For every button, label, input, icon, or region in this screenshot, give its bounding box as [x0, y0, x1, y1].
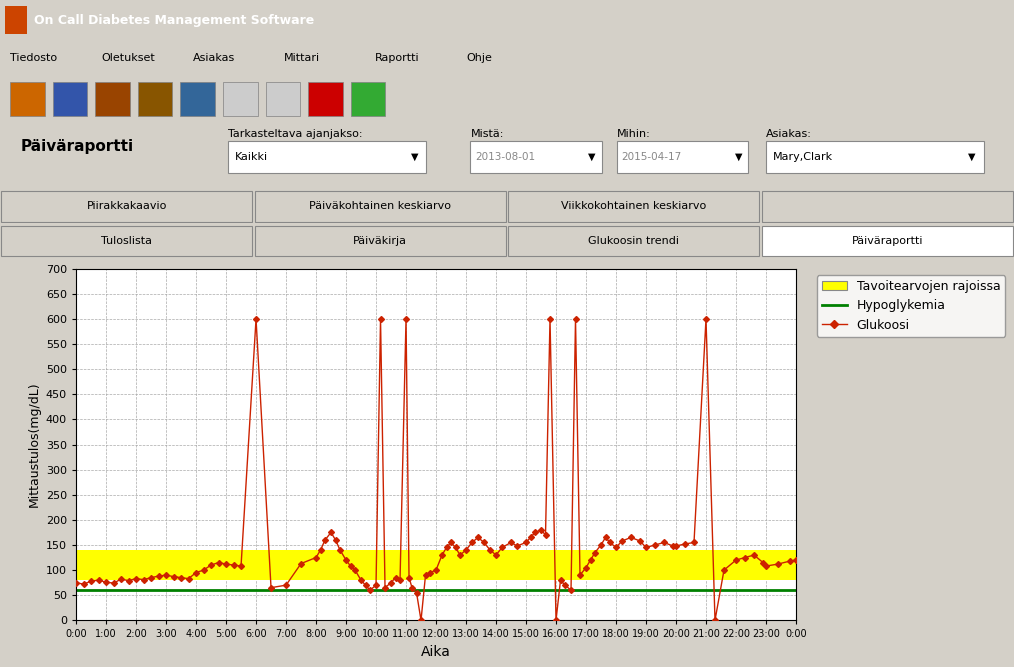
- Text: On Call Diabetes Management Software: On Call Diabetes Management Software: [34, 13, 314, 27]
- FancyBboxPatch shape: [53, 82, 87, 116]
- Text: Ohje: Ohje: [466, 53, 493, 63]
- FancyBboxPatch shape: [255, 226, 506, 256]
- Text: ▼: ▼: [735, 152, 742, 161]
- FancyBboxPatch shape: [470, 141, 602, 173]
- FancyBboxPatch shape: [5, 6, 27, 34]
- FancyBboxPatch shape: [617, 141, 748, 173]
- Text: Piirakkakaavio: Piirakkakaavio: [86, 201, 167, 211]
- Text: Oletukset: Oletukset: [101, 53, 155, 63]
- Text: ▼: ▼: [588, 152, 595, 161]
- FancyBboxPatch shape: [138, 82, 172, 116]
- Text: Raportti: Raportti: [375, 53, 420, 63]
- Text: Tuloslista: Tuloslista: [101, 236, 152, 245]
- X-axis label: Aika: Aika: [421, 645, 451, 659]
- Text: Tiedosto: Tiedosto: [10, 53, 57, 63]
- Text: Päiväkirja: Päiväkirja: [353, 236, 408, 245]
- Text: 2013-08-01: 2013-08-01: [476, 152, 535, 161]
- Text: ▼: ▼: [968, 152, 975, 161]
- FancyBboxPatch shape: [1, 226, 252, 256]
- Text: ▼: ▼: [411, 152, 418, 161]
- Legend: Tavoitearvojen rajoissa, Hypoglykemia, Glukoosi: Tavoitearvojen rajoissa, Hypoglykemia, G…: [816, 275, 1006, 337]
- FancyBboxPatch shape: [762, 226, 1013, 256]
- FancyBboxPatch shape: [351, 82, 385, 116]
- Text: Kaikki: Kaikki: [235, 152, 269, 161]
- Text: Viikkokohtainen keskiarvo: Viikkokohtainen keskiarvo: [561, 201, 707, 211]
- FancyBboxPatch shape: [1, 191, 252, 221]
- FancyBboxPatch shape: [508, 191, 759, 221]
- Text: Asiakas:: Asiakas:: [766, 129, 811, 139]
- Text: Glukoosin trendi: Glukoosin trendi: [588, 236, 679, 245]
- Text: Päiväraportti: Päiväraportti: [20, 139, 134, 154]
- Text: Päiväraportti: Päiväraportti: [852, 236, 923, 245]
- FancyBboxPatch shape: [766, 141, 984, 173]
- Text: Mittari: Mittari: [284, 53, 320, 63]
- FancyBboxPatch shape: [228, 141, 426, 173]
- Text: Mary,Clark: Mary,Clark: [773, 152, 832, 161]
- Text: Mistä:: Mistä:: [470, 129, 504, 139]
- Text: Asiakas: Asiakas: [193, 53, 235, 63]
- FancyBboxPatch shape: [762, 191, 1013, 221]
- FancyBboxPatch shape: [266, 82, 300, 116]
- Y-axis label: Mittaustulos(mg/dL): Mittaustulos(mg/dL): [27, 382, 41, 508]
- FancyBboxPatch shape: [508, 226, 759, 256]
- Text: Tarkasteltava ajanjakso:: Tarkasteltava ajanjakso:: [228, 129, 363, 139]
- Text: 2015-04-17: 2015-04-17: [622, 152, 681, 161]
- FancyBboxPatch shape: [223, 82, 258, 116]
- Bar: [76, 550, 796, 580]
- Text: Mihin:: Mihin:: [617, 129, 650, 139]
- FancyBboxPatch shape: [10, 82, 45, 116]
- Text: Päiväkohtainen keskiarvo: Päiväkohtainen keskiarvo: [309, 201, 451, 211]
- FancyBboxPatch shape: [180, 82, 215, 116]
- FancyBboxPatch shape: [255, 191, 506, 221]
- FancyBboxPatch shape: [95, 82, 130, 116]
- FancyBboxPatch shape: [308, 82, 343, 116]
